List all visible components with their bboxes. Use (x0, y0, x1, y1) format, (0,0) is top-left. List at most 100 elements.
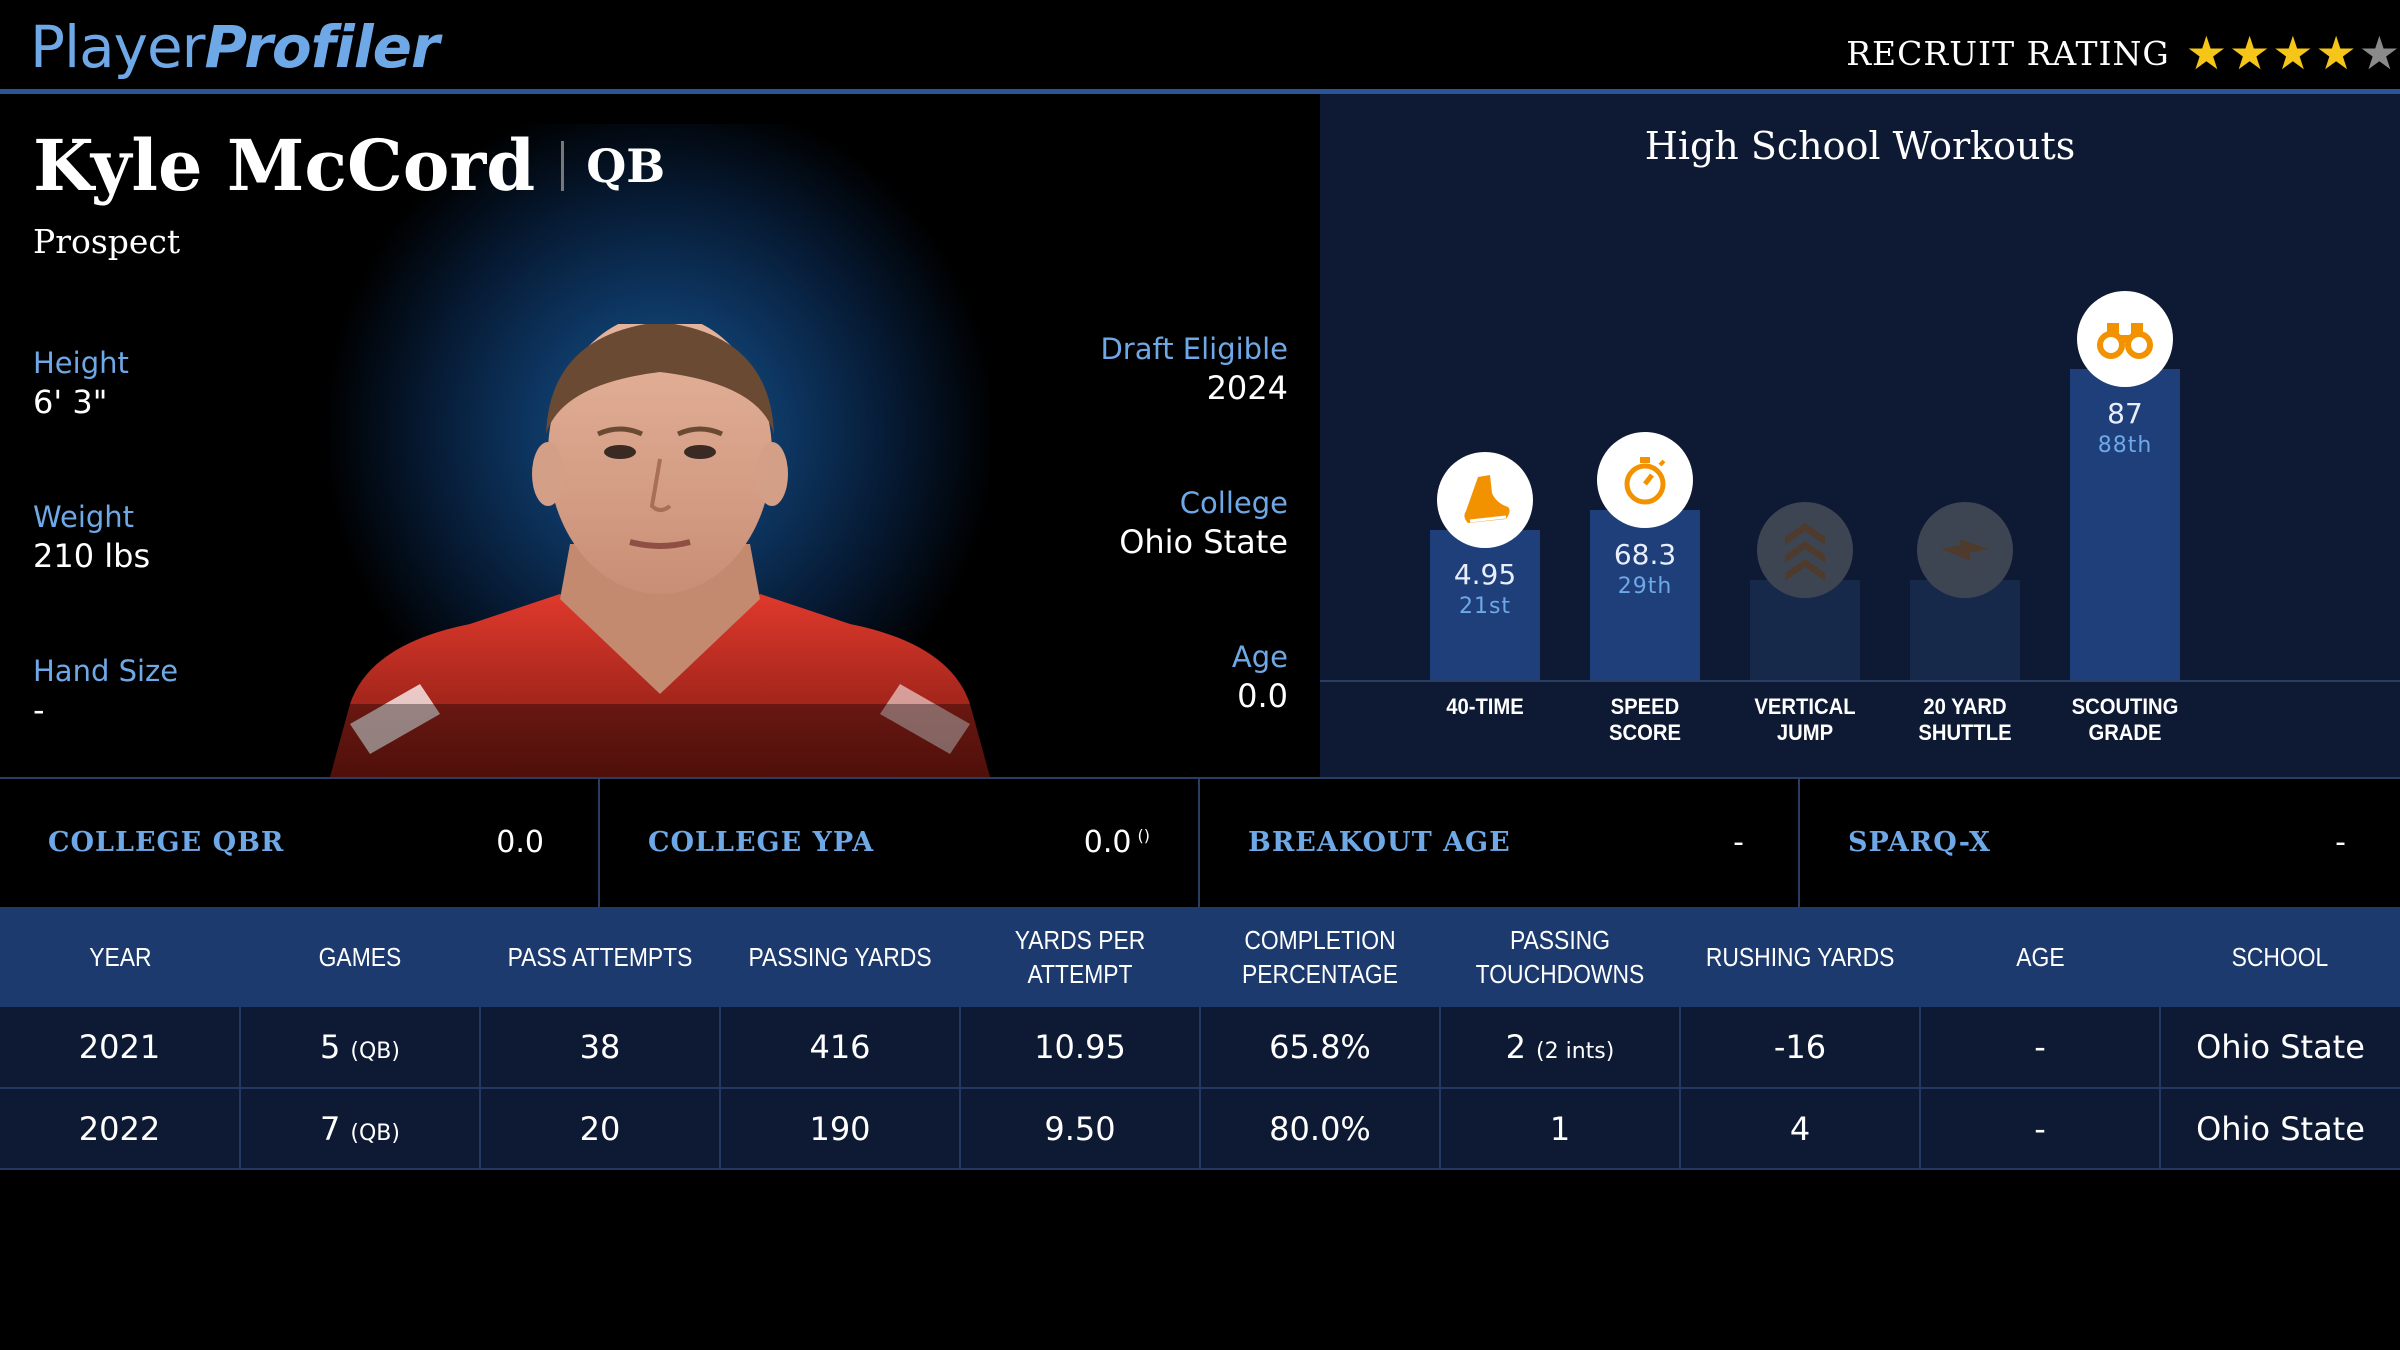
logo-part-1: Player (30, 13, 205, 81)
table-cell: 4 (1680, 1088, 1921, 1170)
player-status: Prospect (33, 222, 181, 261)
player-name: Kyle McCord (33, 124, 536, 207)
workout-value: 68.3 (1613, 538, 1677, 572)
weight-stat: Weight 210 lbs (33, 498, 150, 576)
workout-label: VERTICAL JUMP (1754, 694, 1856, 745)
star-rating: ★★★★★ (2184, 28, 2400, 78)
table-cell: - (1920, 1088, 2161, 1170)
column-header[interactable]: PASSING TOUCHDOWNS (1440, 907, 1680, 1007)
table-cell: 2 (2 ints) (1440, 1007, 1681, 1089)
metric-college-qbr: COLLEGE QBR 0.0 (0, 779, 600, 909)
workouts-title: High School Workouts (1644, 124, 2076, 168)
table-row: 2022 7 (QB) 20 190 9.50 80.0% 1 4- Ohio State (0, 1088, 2400, 1170)
metric-label: COLLEGE YPA (648, 827, 875, 858)
workout-percentile: 21st (1458, 593, 1512, 619)
table-cell: - (1920, 1007, 2161, 1089)
weight-value: 210 lbs (33, 537, 151, 575)
workout-label: 20 YARD SHUTTLE (1918, 694, 2012, 745)
binoculars-icon (2077, 290, 2173, 387)
player-position: QB (586, 139, 666, 193)
workout-bar: 4.95 21st (1430, 529, 1540, 680)
table-cell: 65.8% (1200, 1007, 1441, 1089)
workout-percentile: 29th (1617, 574, 1673, 600)
workout-label: SCOUTING GRADE (2071, 694, 2179, 745)
column-header[interactable]: RUSHING YARDS (1680, 907, 1920, 1007)
player-photo (330, 324, 990, 777)
top-bar: PlayerProfiler RECRUIT RATING ★★★★★ (0, 0, 2400, 94)
metric-breakout-age: BREAKOUT AGE - (1200, 779, 1800, 909)
table-row: 2021 5 (QB) 38 416 10.95 65.8% 2 (2 ints) -16- Ohi… (0, 1007, 2400, 1089)
height-value: 6' 3" (33, 383, 108, 421)
table-body: 2021 5 (QB) 38 416 10.95 65.8% 2 (2 ints) -16- Ohi… (0, 1007, 2400, 1170)
column-header[interactable]: COMPLETION PERCENTAGE (1200, 907, 1440, 1007)
hand-size-stat: Hand Size - (33, 652, 178, 730)
workout-value: 4.95 (1453, 557, 1517, 591)
table-cell: 2022 (0, 1088, 241, 1170)
table-cell: 1 (1440, 1088, 1681, 1170)
recruit-rating-label: RECRUIT RATING (1846, 33, 2170, 73)
hand-size-label: Hand Size (33, 654, 179, 688)
metric-value: - (1733, 825, 1744, 860)
recruit-rating: RECRUIT RATING ★★★★★ (1846, 28, 2400, 78)
site-logo[interactable]: PlayerProfiler (30, 12, 440, 82)
table-cell: 9.50 (960, 1088, 1201, 1170)
column-header[interactable]: YARDS PER ATTEMPT (960, 907, 1200, 1007)
metric-label: COLLEGE QBR (48, 827, 285, 858)
age-stat: Age 0.0 (1232, 638, 1288, 716)
metric-label: BREAKOUT AGE (1248, 827, 1511, 858)
table-cell: 20 (480, 1088, 721, 1170)
metric-value: - (2335, 825, 2346, 860)
height-stat: Height 6' 3" (33, 344, 129, 422)
workout-percentile: 88th (2097, 432, 2153, 458)
player-profile-panel: Kyle McCord QB Prospect Height 6' 3" Wei… (0, 94, 1320, 777)
chevrons-up-icon (1757, 502, 1853, 598)
table-cell: Ohio State (2160, 1007, 2400, 1089)
running-shoe-icon (1437, 451, 1533, 548)
column-header[interactable]: SCHOOL (2160, 907, 2400, 1007)
metric-value: 0.0() (1083, 825, 1150, 860)
metric-college-ypa: COLLEGE YPA 0.0() (600, 779, 1200, 909)
metric-value: 0.0 (496, 825, 544, 860)
star-icon: ★ (2358, 26, 2400, 80)
draft-eligible-value: 2024 (1206, 369, 1288, 407)
workouts-panel: High School Workouts 4.95 21st 40-TIME 68.3… (1320, 94, 2400, 777)
table-cell: 5 (QB) (240, 1007, 481, 1089)
age-label: Age (1231, 640, 1288, 674)
workout-bar: 68.3 29th (1590, 510, 1700, 680)
table-cell: 7 (QB) (240, 1088, 481, 1170)
column-header[interactable]: PASSING YARDS (720, 907, 960, 1007)
height-label: Height (33, 346, 129, 380)
stopwatch-icon (1597, 432, 1693, 529)
column-header[interactable]: PASS ATTEMPTS (480, 907, 720, 1007)
table-cell: Ohio State (2160, 1088, 2400, 1170)
column-header[interactable]: GAMES (240, 907, 480, 1007)
table-cell: 416 (720, 1007, 961, 1089)
chart-baseline (1320, 680, 2400, 682)
star-icon: ★ (2185, 26, 2227, 80)
age-value: 0.0 (1237, 677, 1288, 715)
draft-eligible-label: Draft Eligible (1100, 332, 1288, 366)
hand-size-value: - (33, 691, 45, 729)
weight-label: Weight (33, 500, 135, 534)
draft-eligible-stat: Draft Eligible 2024 (1100, 330, 1288, 408)
star-icon: ★ (2229, 26, 2271, 80)
college-value: Ohio State (1119, 523, 1288, 561)
table-cell: 190 (720, 1088, 961, 1170)
table-cell: 80.0% (1200, 1088, 1441, 1170)
table-cell: -16 (1680, 1007, 1921, 1089)
metrics-bar: COLLEGE QBR 0.0 COLLEGE YPA 0.0() BREAKO… (0, 777, 2400, 909)
table-cell: 10.95 (960, 1007, 1201, 1089)
star-icon: ★ (2272, 26, 2314, 80)
column-header[interactable]: YEAR (0, 907, 240, 1007)
workout-bar: 87 88th (2070, 368, 2180, 680)
player-header: Kyle McCord QB (33, 126, 665, 206)
college-stat: College Ohio State (1119, 484, 1288, 562)
college-label: College (1179, 486, 1288, 520)
workout-label: 40-TIME (1446, 694, 1524, 719)
metric-sparq-x: SPARQ-X - (1800, 779, 2400, 909)
table-cell: 38 (480, 1007, 721, 1089)
metric-label: SPARQ-X (1848, 827, 1991, 858)
column-header[interactable]: AGE (1920, 907, 2160, 1007)
header-divider (0, 89, 2400, 94)
name-divider (561, 141, 565, 191)
